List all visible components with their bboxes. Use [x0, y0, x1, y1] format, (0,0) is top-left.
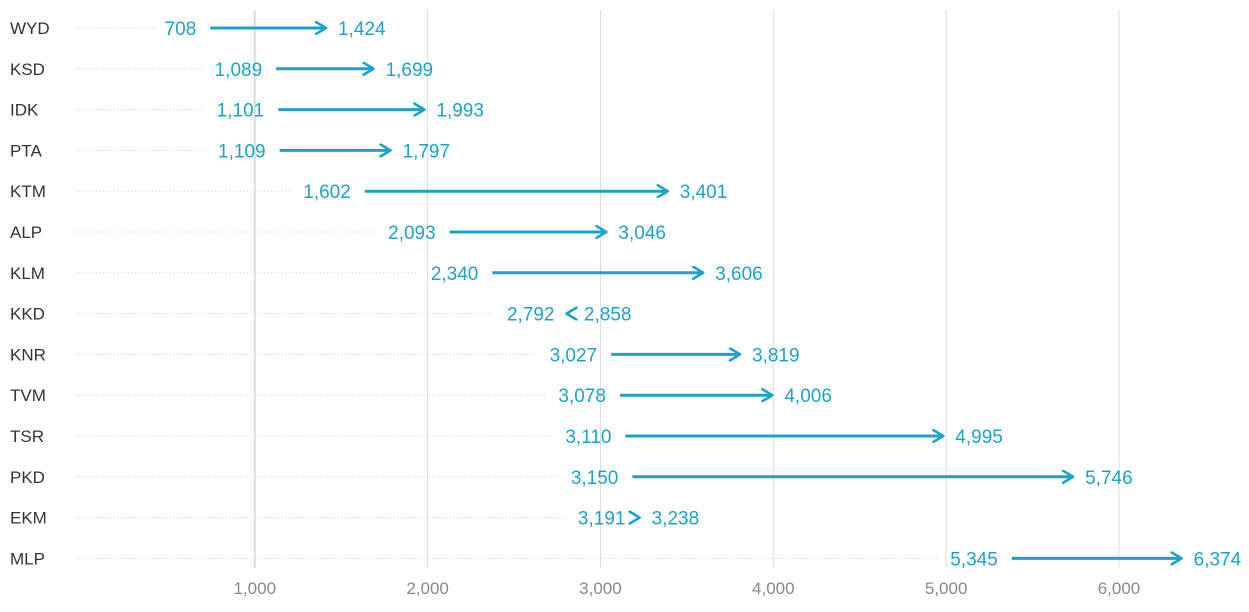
row-guides [75, 27, 938, 559]
value-label-end: 5,746 [1085, 468, 1133, 489]
category-label: KLM [10, 264, 45, 283]
value-label-end: 3,819 [752, 345, 800, 366]
category-label: ALP [10, 223, 42, 242]
value-label-end: 4,995 [955, 427, 1003, 448]
category-label: KSD [10, 60, 45, 79]
category-label: PTA [10, 141, 42, 160]
x-tick-label: 6,000 [1098, 579, 1141, 598]
value-label-start: 1,602 [303, 182, 351, 203]
value-label-start: 3,078 [558, 386, 606, 407]
value-labels: 708 1,424 1,089 1,699 1,101 1,993 1,109 1,797 1,… [165, 19, 1242, 570]
value-label-end: 3,238 [652, 509, 700, 530]
category-labels: WYD KSD IDK PTA KTM ALP KLM KKD KNR TVM TSR PKD EKM M… [10, 19, 50, 568]
value-label-start: 2,340 [431, 264, 479, 285]
value-label-start: 3,027 [550, 345, 598, 366]
value-label-end: 1,993 [436, 101, 484, 122]
value-label-end: 2,792 [507, 305, 555, 326]
category-label: KTM [10, 182, 46, 201]
value-label-start: 3,110 [565, 427, 611, 448]
value-label-end: 3,401 [680, 182, 728, 203]
category-label: EKM [10, 509, 47, 528]
category-label: KKD [10, 305, 45, 324]
value-label-start: 1,101 [217, 101, 265, 122]
x-tick-label: 2,000 [406, 579, 449, 598]
value-label-end: 3,606 [715, 264, 763, 285]
value-label-start: 5,345 [950, 549, 998, 570]
x-tick-label: 3,000 [579, 579, 622, 598]
x-tick-label: 1,000 [233, 579, 276, 598]
category-label: IDK [10, 101, 39, 120]
value-label-start: 1,109 [218, 141, 266, 162]
value-label-end: 3,046 [618, 223, 666, 244]
value-label-start: 3,150 [571, 468, 619, 489]
category-label: MLP [10, 549, 45, 568]
category-label: PKD [10, 468, 45, 487]
value-label-start: 3,191 [578, 509, 626, 530]
value-label-end: 1,424 [338, 19, 386, 40]
category-label: TSR [10, 427, 44, 446]
value-label-end: 1,797 [403, 141, 451, 162]
value-label-start: 2,858 [584, 305, 632, 326]
x-tick-label: 5,000 [925, 579, 968, 598]
value-label-start: 2,093 [388, 223, 436, 244]
x-axis-ticks: 1,000 2,000 3,000 4,000 5,000 6,000 [233, 579, 1140, 598]
category-label: TVM [10, 386, 46, 405]
value-label-end: 4,006 [784, 386, 832, 407]
category-label: WYD [10, 19, 50, 38]
category-label: KNR [10, 345, 46, 364]
value-label-start: 708 [165, 19, 197, 40]
x-tick-label: 4,000 [752, 579, 795, 598]
arrows [210, 28, 1181, 558]
value-label-end: 6,374 [1194, 549, 1242, 570]
value-label-start: 1,089 [215, 60, 263, 81]
gridlines [253, 10, 1120, 568]
value-label-end: 1,699 [386, 60, 434, 81]
